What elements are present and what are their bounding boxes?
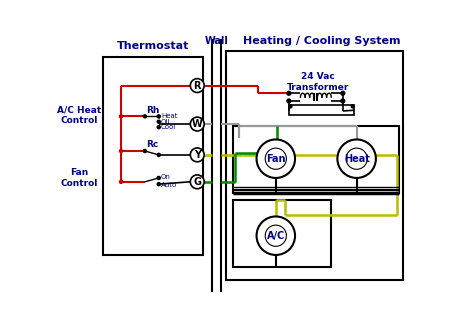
Circle shape — [257, 139, 295, 178]
Text: Thermostat: Thermostat — [116, 41, 189, 51]
Circle shape — [190, 175, 204, 189]
Circle shape — [157, 120, 160, 123]
Circle shape — [190, 117, 204, 131]
Circle shape — [119, 150, 123, 153]
Circle shape — [287, 99, 291, 103]
Text: Y: Y — [194, 150, 201, 160]
Text: Wall: Wall — [205, 35, 228, 46]
Circle shape — [257, 216, 295, 255]
Circle shape — [337, 139, 376, 178]
Text: Fan
Control: Fan Control — [61, 168, 98, 188]
Circle shape — [351, 105, 354, 108]
Bar — [226, 51, 403, 280]
Bar — [103, 57, 202, 255]
Text: Fan: Fan — [266, 154, 286, 164]
Text: A/C: A/C — [266, 231, 285, 241]
Text: W: W — [192, 119, 202, 129]
Text: Heating / Cooling System: Heating / Cooling System — [243, 35, 401, 46]
Circle shape — [287, 91, 291, 95]
Text: Auto: Auto — [161, 182, 178, 188]
Circle shape — [157, 183, 160, 186]
Text: R: R — [193, 81, 201, 91]
Text: A/C Heat
Control: A/C Heat Control — [57, 105, 102, 125]
Circle shape — [190, 79, 204, 92]
Circle shape — [143, 115, 147, 118]
Bar — [233, 126, 399, 194]
Circle shape — [119, 115, 123, 118]
Text: Rc: Rc — [146, 140, 158, 150]
Text: Cool: Cool — [161, 124, 176, 130]
Bar — [289, 105, 354, 115]
Circle shape — [157, 115, 160, 118]
Text: Heat: Heat — [161, 113, 178, 119]
Circle shape — [190, 148, 204, 162]
Circle shape — [143, 150, 147, 153]
Circle shape — [119, 180, 123, 183]
Text: On: On — [161, 174, 171, 180]
Text: Rh: Rh — [146, 106, 159, 115]
Text: 24 Vac
Transformer: 24 Vac Transformer — [287, 72, 349, 92]
Circle shape — [157, 153, 160, 156]
Bar — [233, 199, 331, 267]
Circle shape — [341, 91, 345, 95]
Circle shape — [157, 126, 160, 129]
Text: Heat: Heat — [344, 154, 370, 164]
Circle shape — [341, 99, 345, 103]
Circle shape — [157, 176, 160, 179]
Text: Oil: Oil — [161, 119, 170, 125]
Circle shape — [289, 105, 292, 108]
Text: G: G — [193, 177, 201, 187]
